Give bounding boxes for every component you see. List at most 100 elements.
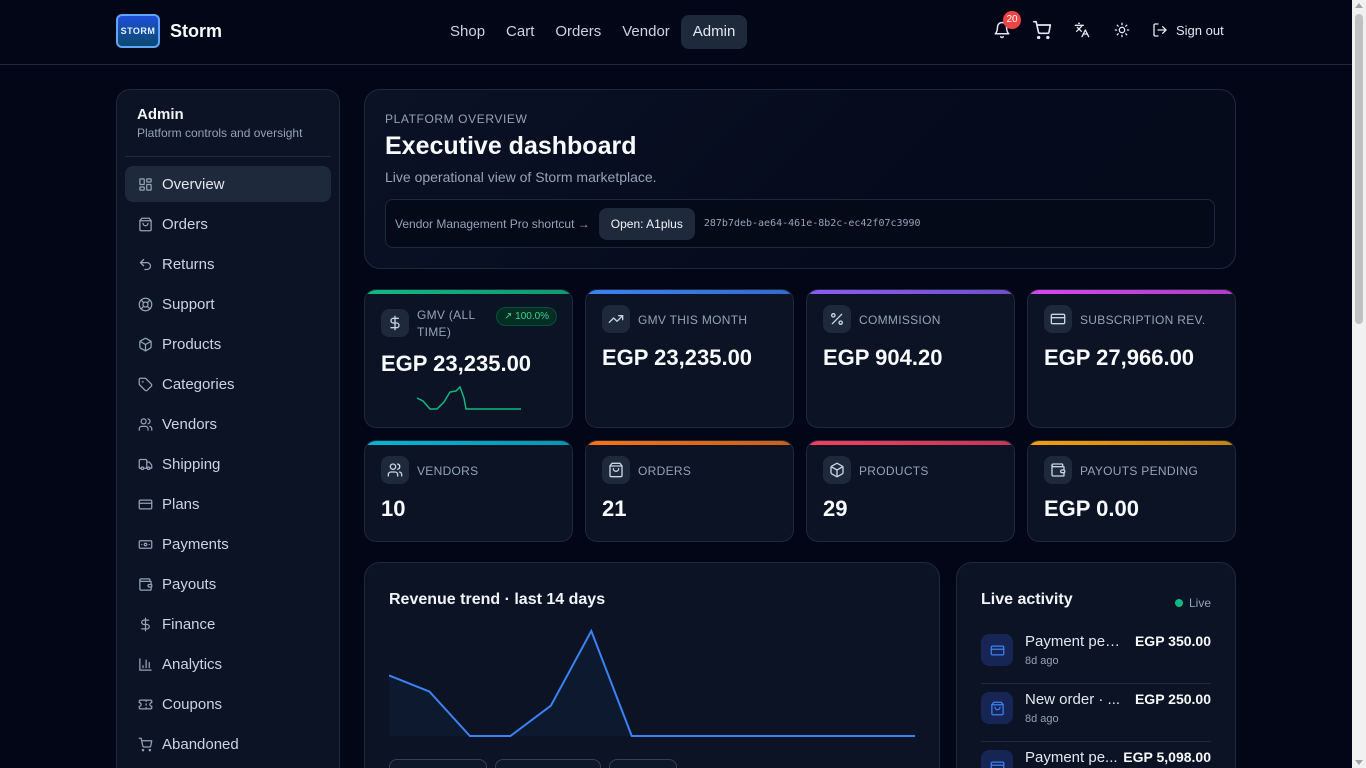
brand-link[interactable]: STORM Storm <box>116 14 222 48</box>
activity-amount: EGP 350.00 <box>1134 633 1211 649</box>
scroll-up-arrow[interactable] <box>1355 3 1363 8</box>
nav-admin[interactable]: Admin <box>680 15 748 49</box>
nav-orders[interactable]: Orders <box>555 23 602 40</box>
sidebar-item-support[interactable]: Support <box>125 286 331 322</box>
kpi-accent-bar <box>807 441 1014 445</box>
sidebar-item-orders[interactable]: Orders <box>125 206 331 242</box>
sidebar-item-label: Support <box>162 295 215 313</box>
bar-chart-icon <box>138 657 152 671</box>
activity-title: Payment pen... <box>1025 633 1121 650</box>
sidebar-item-vendors[interactable]: Vendors <box>125 406 331 442</box>
storm-logo: STORM <box>116 14 160 48</box>
page-description: Live operational view of Storm marketpla… <box>385 169 657 185</box>
activity-item[interactable]: Payment pe... EGP 5,098.00 <box>981 742 1211 768</box>
kpi-card-orders: ORDERS 21 <box>585 440 794 542</box>
sidebar-item-label: Analytics <box>162 655 223 673</box>
activity-title: New order · ... <box>1025 691 1121 708</box>
sidebar-item-label: Returns <box>162 255 215 273</box>
kpi-value: EGP 27,966.00 <box>1044 345 1195 370</box>
sidebar-item-icon <box>137 656 153 672</box>
shortcut-label: Vendor Management Pro shortcut → <box>395 216 590 231</box>
kpi-value: EGP 23,235.00 <box>381 351 532 376</box>
kpi-sparkline <box>417 386 521 410</box>
sign-out-button[interactable]: Sign out <box>1152 22 1224 38</box>
theme-toggle[interactable] <box>1110 18 1134 42</box>
card-icon <box>138 499 152 509</box>
ticket-icon <box>138 699 152 709</box>
sidebar-item-returns[interactable]: Returns <box>125 246 331 282</box>
sidebar-item-icon <box>137 216 153 232</box>
sidebar-item-label: Categories <box>162 375 235 393</box>
chart-control[interactable] <box>495 759 601 768</box>
nav-cart[interactable]: Cart <box>506 23 535 40</box>
sun-icon <box>1114 22 1130 38</box>
live-indicator: Live <box>1174 596 1211 610</box>
sidebar-item-coupons[interactable]: Coupons <box>125 686 331 722</box>
sidebar-item-icon <box>137 176 153 192</box>
sidebar-item-plans[interactable]: Plans <box>125 486 331 522</box>
sidebar-item-shipping[interactable]: Shipping <box>125 446 331 482</box>
live-dot <box>1174 599 1183 607</box>
activity-icon-wrap <box>981 634 1013 666</box>
sidebar-item-products[interactable]: Products <box>125 326 331 362</box>
sidebar-item-label: Finance <box>162 615 216 633</box>
kpi-accent-bar <box>586 290 793 294</box>
kpi-icon-wrap <box>381 309 409 337</box>
kpi-trend-badge: ↗ 100.0% <box>496 307 558 326</box>
sidebar-item-categories[interactable]: Categories <box>125 366 331 402</box>
sidebar-title: Admin <box>137 106 184 123</box>
open-shortcut-button[interactable]: Open: A1plus <box>598 207 695 240</box>
sidebar-item-payments[interactable]: Payments <box>125 526 331 562</box>
scroll-down-arrow[interactable] <box>1355 760 1363 765</box>
sidebar-item-label: Payments <box>162 535 229 553</box>
top-navbar: STORM Storm Shop Cart Orders Vendor Admi… <box>0 0 1352 65</box>
sidebar-item-abandoned[interactable]: Abandoned <box>125 726 331 762</box>
logout-icon <box>1153 23 1167 37</box>
chart-control[interactable] <box>389 759 487 768</box>
sidebar-item-icon <box>137 336 153 352</box>
activity-time: 8d ago <box>1025 655 1059 667</box>
nav-vendor[interactable]: Vendor <box>622 23 670 40</box>
kpi-label: COMMISSION <box>859 313 941 327</box>
kpi-accent-bar <box>1028 290 1235 294</box>
kpi-card-payouts-pending: PAYOUTS PENDING EGP 0.00 <box>1027 440 1236 542</box>
notifications-button[interactable]: 20 <box>990 11 1021 42</box>
sidebar-item-finance[interactable]: Finance <box>125 606 331 642</box>
translate-icon <box>1074 22 1090 38</box>
sidebar-item-payouts[interactable]: Payouts <box>125 566 331 602</box>
activity-time: 8d ago <box>1025 713 1059 725</box>
activity-amount: EGP 250.00 <box>1134 691 1211 707</box>
kpi-card-gmv-this-month: GMV THIS MONTH EGP 23,235.00 <box>585 289 794 428</box>
sidebar-item-analytics[interactable]: Analytics <box>125 646 331 682</box>
chart-control[interactable] <box>609 759 677 768</box>
kpi-label: PRODUCTS <box>859 464 929 478</box>
kpi-value: EGP 904.20 <box>823 345 943 370</box>
banknote-icon <box>138 539 152 549</box>
card-icon <box>990 761 1004 768</box>
language-button[interactable] <box>1070 18 1094 42</box>
overview-kicker: PLATFORM OVERVIEW <box>385 112 528 126</box>
admin-sidebar: Admin Platform controls and oversight Ov… <box>116 89 340 768</box>
kpi-accent-bar <box>586 441 793 445</box>
sidebar-item-label: Overview <box>162 175 225 193</box>
live-label: Live <box>1188 596 1211 610</box>
kpi-label: GMV THIS MONTH <box>638 313 748 327</box>
kpi-icon-wrap <box>1044 456 1072 484</box>
users-icon <box>138 417 152 431</box>
bell-icon <box>994 21 1010 39</box>
activity-icon-wrap <box>981 692 1013 724</box>
nav-shop[interactable]: Shop <box>450 23 486 40</box>
kpi-label: GMV (ALL TIME) <box>417 308 475 339</box>
kpi-label: SUBSCRIPTION REV. <box>1080 313 1206 327</box>
activity-item[interactable]: Payment pen... 8d ago EGP 350.00 <box>981 626 1211 684</box>
sidebar-item-overview[interactable]: Overview <box>125 166 331 202</box>
scroll-thumb[interactable] <box>1355 14 1363 324</box>
page-scrollbar[interactable] <box>1352 0 1366 768</box>
activity-item[interactable]: New order · ... 8d ago EGP 250.00 <box>981 684 1211 742</box>
sidebar-item-label: Shipping <box>162 455 221 473</box>
card-icon <box>1050 313 1066 325</box>
sidebar-item-label: Products <box>162 335 222 353</box>
bag-icon <box>138 217 152 231</box>
cart-button[interactable] <box>1030 18 1054 42</box>
truck-icon <box>138 458 152 470</box>
